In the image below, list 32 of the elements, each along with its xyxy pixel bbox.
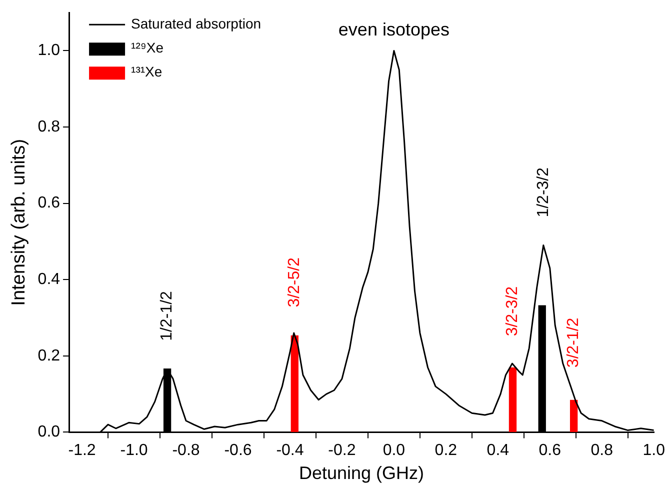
legend-label: ¹³¹Xe (131, 63, 162, 80)
annotation: even isotopes (338, 20, 450, 40)
x-tick-label: -1.2 (68, 442, 96, 460)
x-tick-label: -0.8 (172, 442, 200, 460)
legend-label: Saturated absorption (131, 15, 262, 32)
y-tick-label: 1.0 (38, 42, 60, 60)
bar (570, 400, 578, 432)
annotation: 1/2-1/2 (158, 290, 176, 341)
y-tick-label: 0.2 (38, 347, 60, 364)
x-tick-label: -0.6 (224, 442, 252, 460)
bar (508, 367, 517, 432)
y-tick-label: 0.0 (38, 424, 60, 441)
legend-label: ¹²⁹Xe (131, 39, 164, 56)
x-tick-label: 1.0 (642, 442, 666, 460)
x-tick-label: 0.2 (434, 442, 458, 460)
x-tick-label: 0.8 (590, 442, 614, 460)
y-tick-label: 0.4 (38, 271, 60, 288)
annotation: 3/2-5/2 (286, 257, 304, 308)
x-tick-label: 0.4 (486, 442, 510, 460)
x-tick-label: -0.2 (328, 442, 356, 460)
x-tick-label: 0.6 (538, 442, 562, 460)
annotation: 3/2-3/2 (504, 286, 522, 336)
x-axis-title: Detuning (GHz) (298, 463, 424, 484)
y-tick-label: 0.8 (38, 118, 60, 136)
y-tick-label: 0.6 (38, 194, 60, 212)
x-tick-label: -1.0 (120, 442, 148, 460)
annotation: 3/2-1/2 (565, 318, 582, 368)
x-tick-label: 0.0 (382, 442, 406, 460)
y-axis-title: Intensity (arb. units) (8, 138, 30, 306)
bar (290, 335, 298, 432)
x-tick-label: -0.4 (276, 442, 304, 460)
annotation: 1/2-3/2 (534, 167, 552, 218)
